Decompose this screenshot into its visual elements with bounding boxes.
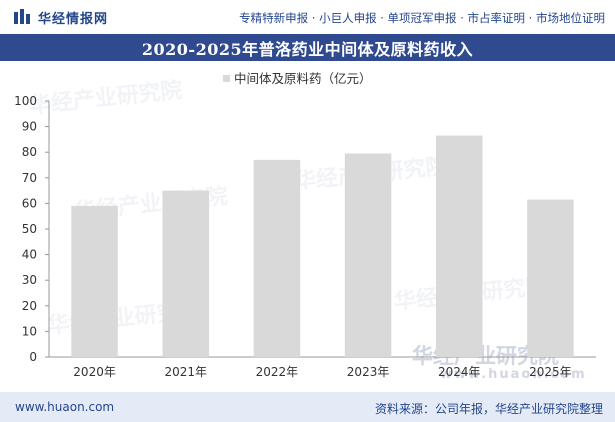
bar: [71, 205, 118, 357]
header-tagline: 专精特新申报 · 小巨人申报 · 单项冠军申报 · 市占率证明 · 市场地位证明: [239, 11, 605, 25]
x-tick-label: 2021年: [164, 365, 207, 379]
bar: [344, 153, 392, 357]
x-tick-label: 2020年: [73, 365, 116, 379]
top-header: 华经情报网 专精特新申报 · 小巨人申报 · 单项冠军申报 · 市占率证明 · …: [0, 0, 615, 34]
bar-chart: 华经产业研究院华经产业研究院华经产业研究院华经产业研究院华经产业研究院华经产业研…: [14, 71, 596, 382]
title-bar: 2020-2025年普洛药业中间体及原料药收入: [0, 34, 615, 61]
x-tick-label: 2022年: [256, 365, 299, 379]
y-tick-label: 90: [22, 120, 37, 134]
y-tick-label: 10: [22, 324, 37, 338]
source-note: 资料来源：公司年报，华经产业研究院整理: [374, 402, 603, 416]
footer-url[interactable]: www.huaon.com: [15, 400, 115, 414]
y-tick-label: 20: [22, 299, 37, 313]
y-tick-label: 30: [22, 273, 37, 287]
y-tick-label: 50: [22, 222, 37, 236]
brand-logo[interactable]: 华经情报网: [14, 8, 109, 27]
brand-name: 华经情报网: [38, 11, 109, 27]
watermark-url: www.huaon.com: [440, 367, 587, 382]
bar: [253, 159, 301, 357]
bar: [436, 135, 483, 357]
legend-label: 中间体及原料药（亿元）: [234, 71, 372, 86]
brand-logo-icon: [14, 9, 30, 24]
bar: [527, 199, 574, 357]
x-tick-label: 2025年: [529, 365, 572, 379]
y-tick-label: 80: [22, 145, 37, 159]
x-tick-label: 2024年: [438, 365, 481, 379]
footer-bar: www.huaon.com 资料来源：公司年报，华经产业研究院整理: [0, 392, 615, 422]
bar: [162, 190, 209, 357]
y-tick-label: 0: [29, 350, 37, 364]
y-tick-label: 100: [14, 94, 37, 108]
y-tick-label: 60: [22, 196, 37, 210]
y-tick-label: 70: [22, 171, 37, 185]
chart-title: 2020-2025年普洛药业中间体及原料药收入: [141, 39, 474, 59]
legend-swatch: [223, 75, 230, 82]
watermark-text: 华经产业研究院: [28, 77, 184, 119]
y-tick-label: 40: [22, 248, 37, 262]
x-tick-label: 2023年: [347, 365, 390, 379]
